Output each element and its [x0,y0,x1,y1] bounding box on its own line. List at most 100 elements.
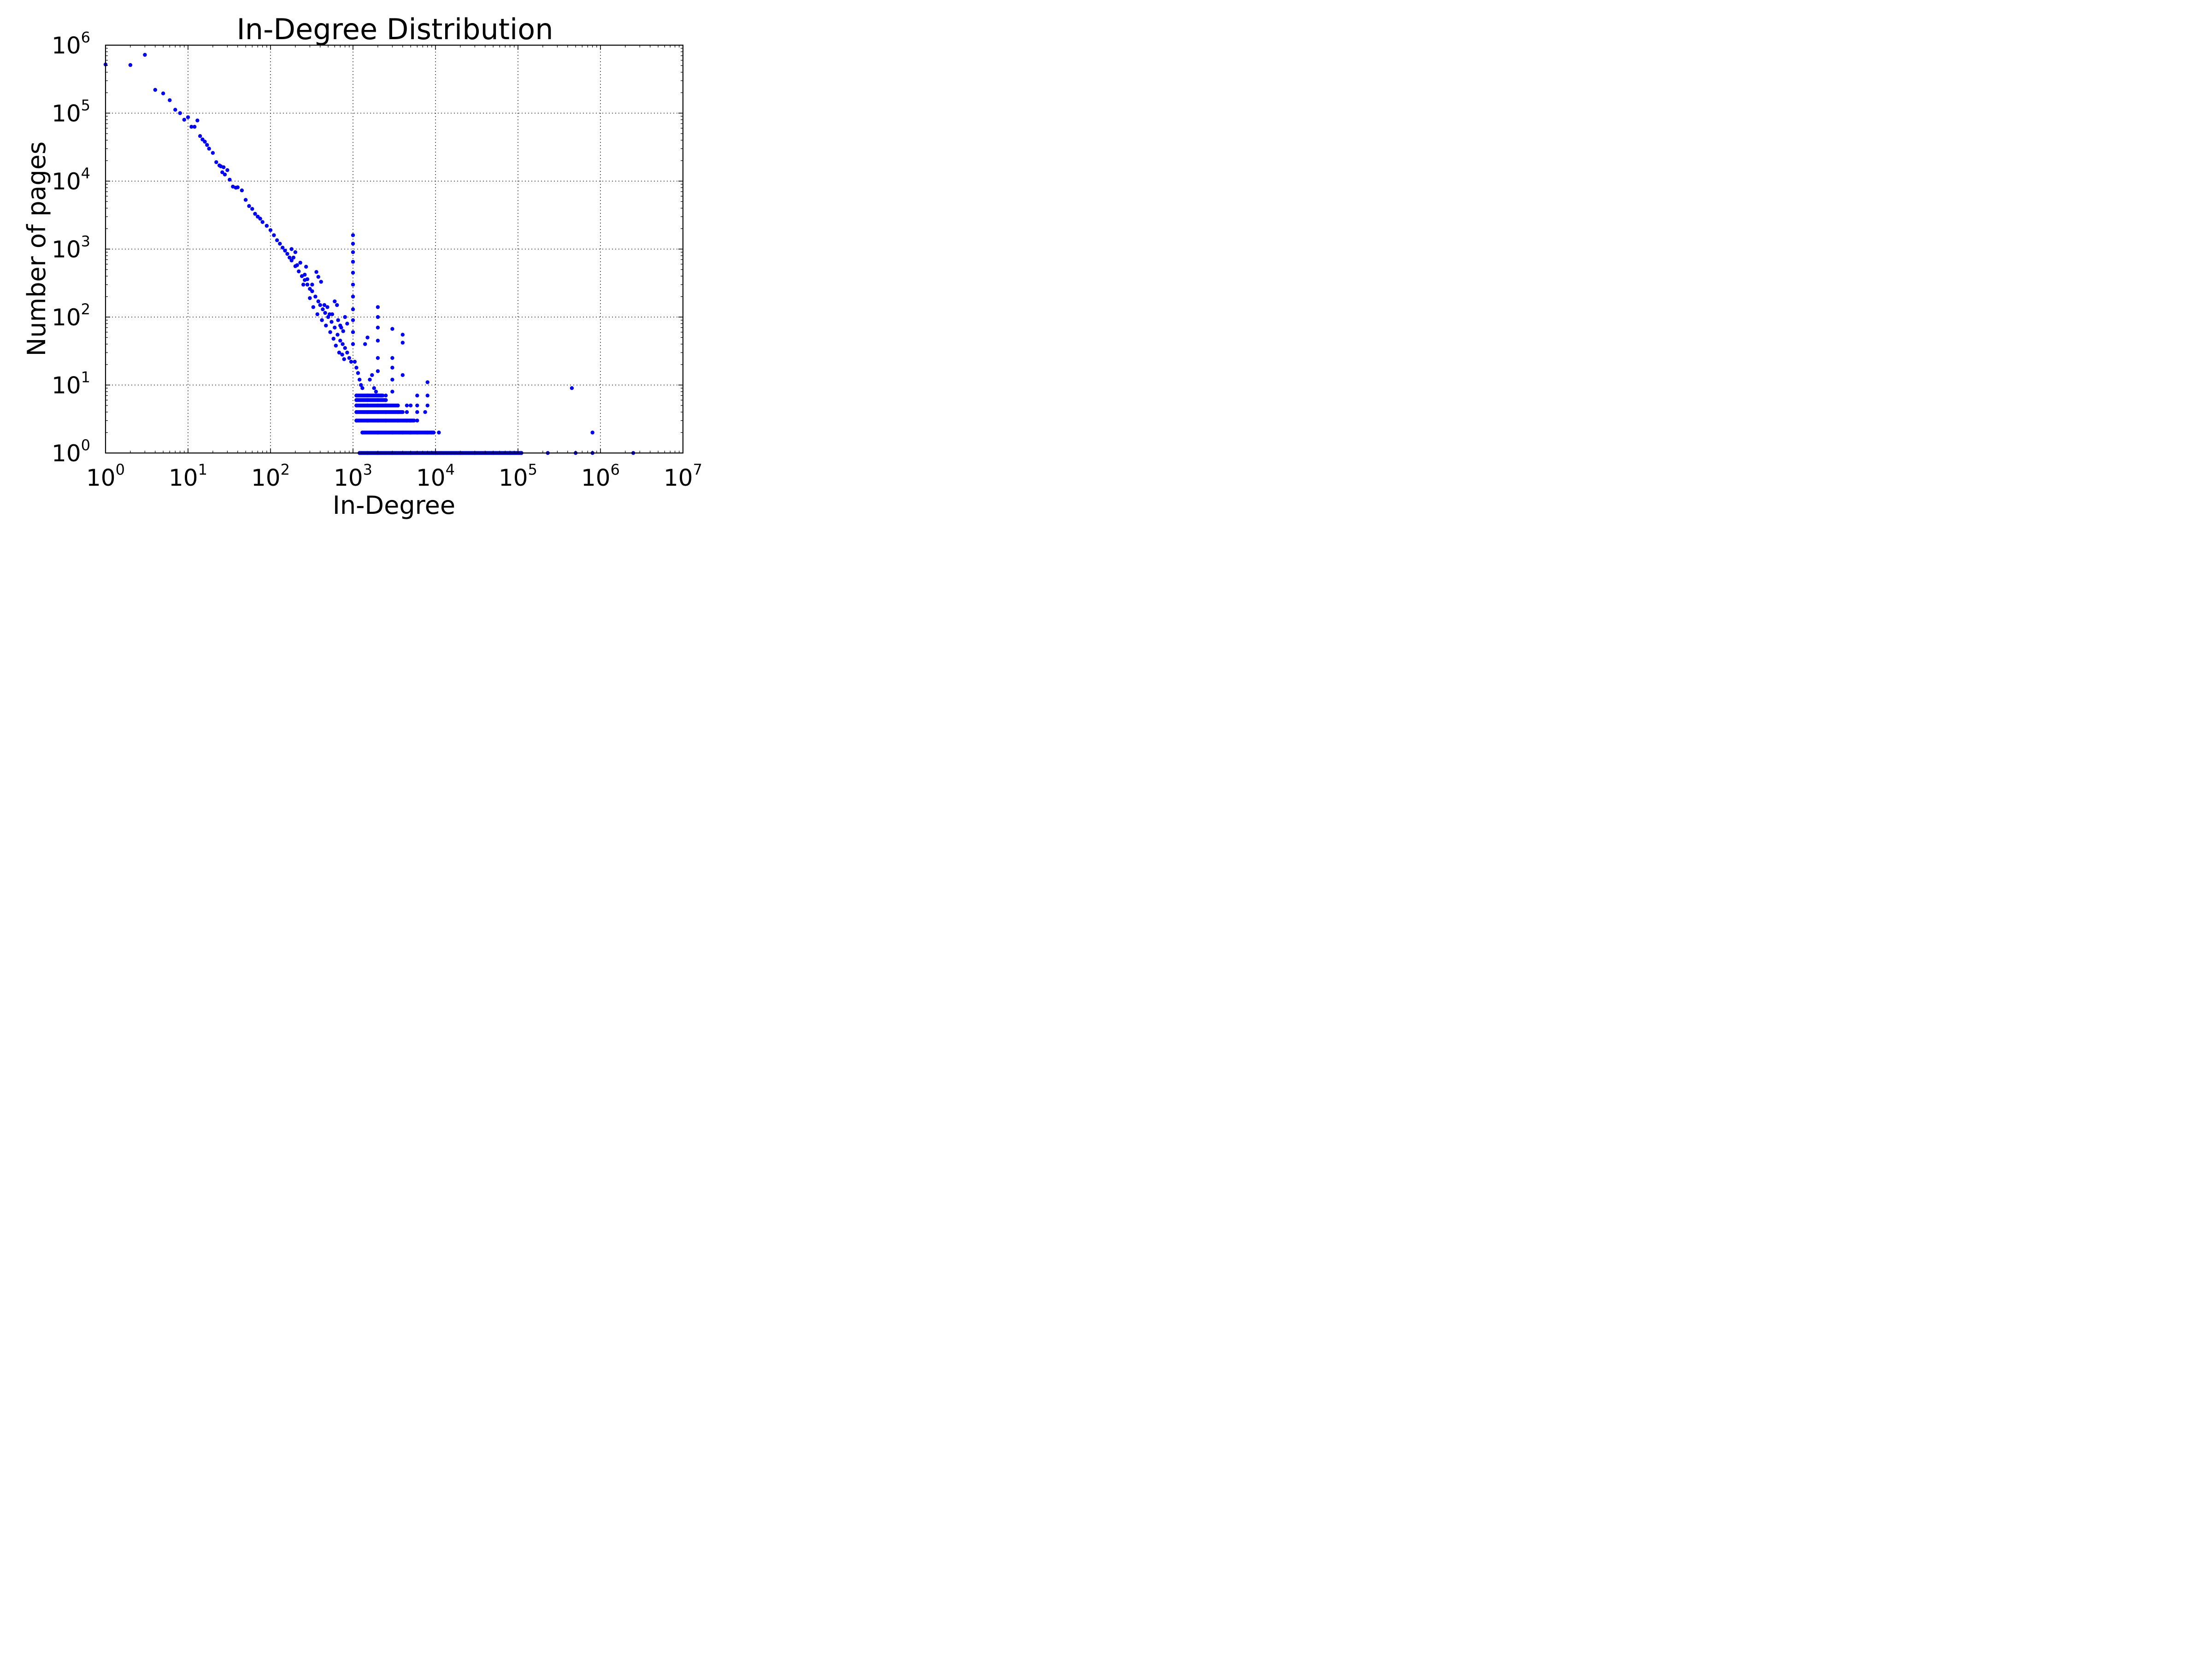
data-point [376,315,380,319]
data-point [590,430,594,435]
data-point [214,160,218,165]
data-point [143,53,147,57]
data-point [318,303,322,307]
data-point [345,350,349,355]
data-point [343,346,347,350]
data-point [329,320,334,324]
data-point [319,280,323,284]
data-point [342,357,346,361]
data-point [203,140,207,144]
data-point [289,259,294,263]
chart-title: In-Degree Distribution [236,12,553,46]
scatter-chart: In-Degree Distribution In-Degree Number … [0,0,723,542]
data-point [405,410,409,414]
data-point [390,327,394,331]
data-point [328,330,332,334]
data-point [316,275,320,279]
data-point [314,270,318,274]
data-point [415,410,419,414]
band-point [396,403,400,408]
data-point [351,259,355,264]
data-point [321,307,325,312]
data-point [303,272,307,277]
data-point [298,260,302,265]
data-point [300,274,304,278]
data-point [301,282,306,287]
data-point [351,307,355,312]
data-point [178,111,182,115]
data-point [339,325,343,329]
data-point [198,134,202,138]
data-point [390,389,394,394]
data-point [168,98,172,102]
data-point [415,418,419,423]
data-point [222,165,226,170]
data-point [268,228,273,232]
data-point [186,115,190,119]
data-point [128,63,133,67]
data-point [153,88,157,92]
data-point [305,277,310,282]
data-point [425,394,429,398]
data-point [288,255,292,260]
data-point [353,359,357,364]
data-point [408,403,413,408]
data-point [360,386,365,390]
data-point [281,246,285,250]
data-point [193,124,197,129]
y-tick-label: 106 [52,29,90,59]
data-point [351,250,355,254]
data-point [240,188,244,193]
data-point [316,299,320,304]
data-point [343,315,347,319]
data-point [195,118,200,123]
data-point [272,233,276,237]
data-point [334,343,338,348]
data-point [351,330,355,334]
data-point [351,282,355,287]
band-point [400,410,405,414]
data-point [437,430,441,435]
data-point [161,91,165,95]
data-point [363,342,367,346]
data-point [291,255,296,260]
data-point [425,403,429,408]
data-point [189,124,194,129]
data-point [225,168,229,172]
data-point [358,377,362,382]
data-point [415,403,419,408]
tick-labels: 100 101 102 103 104 105 106 1071001011021031041… [52,29,702,491]
data-point [335,303,339,307]
data-point [341,342,345,346]
data-point [335,333,340,337]
data-point [243,198,248,202]
data-point [313,294,318,299]
data-point [400,341,405,345]
data-point [331,336,335,341]
data-point [289,247,294,251]
data-point [253,212,257,216]
data-point [376,339,380,343]
data-point [351,318,355,322]
data-point [340,353,344,357]
data-point [173,108,177,112]
data-point [235,185,240,189]
data-point [338,339,342,343]
data-point [324,324,328,328]
data-point [372,386,376,390]
y-tick-label: 100 [52,436,90,467]
y-tick-label: 104 [52,165,90,195]
data-point [220,170,224,174]
data-point [278,241,282,246]
data-point [376,369,380,373]
data-point [283,248,287,253]
data-point [275,238,279,242]
data-point [345,322,349,326]
data-point [223,172,227,176]
band-point [431,430,436,435]
data-point [390,365,394,370]
data-points [103,53,635,455]
data-point [400,373,405,377]
data-point [311,305,315,309]
data-point [211,151,215,155]
